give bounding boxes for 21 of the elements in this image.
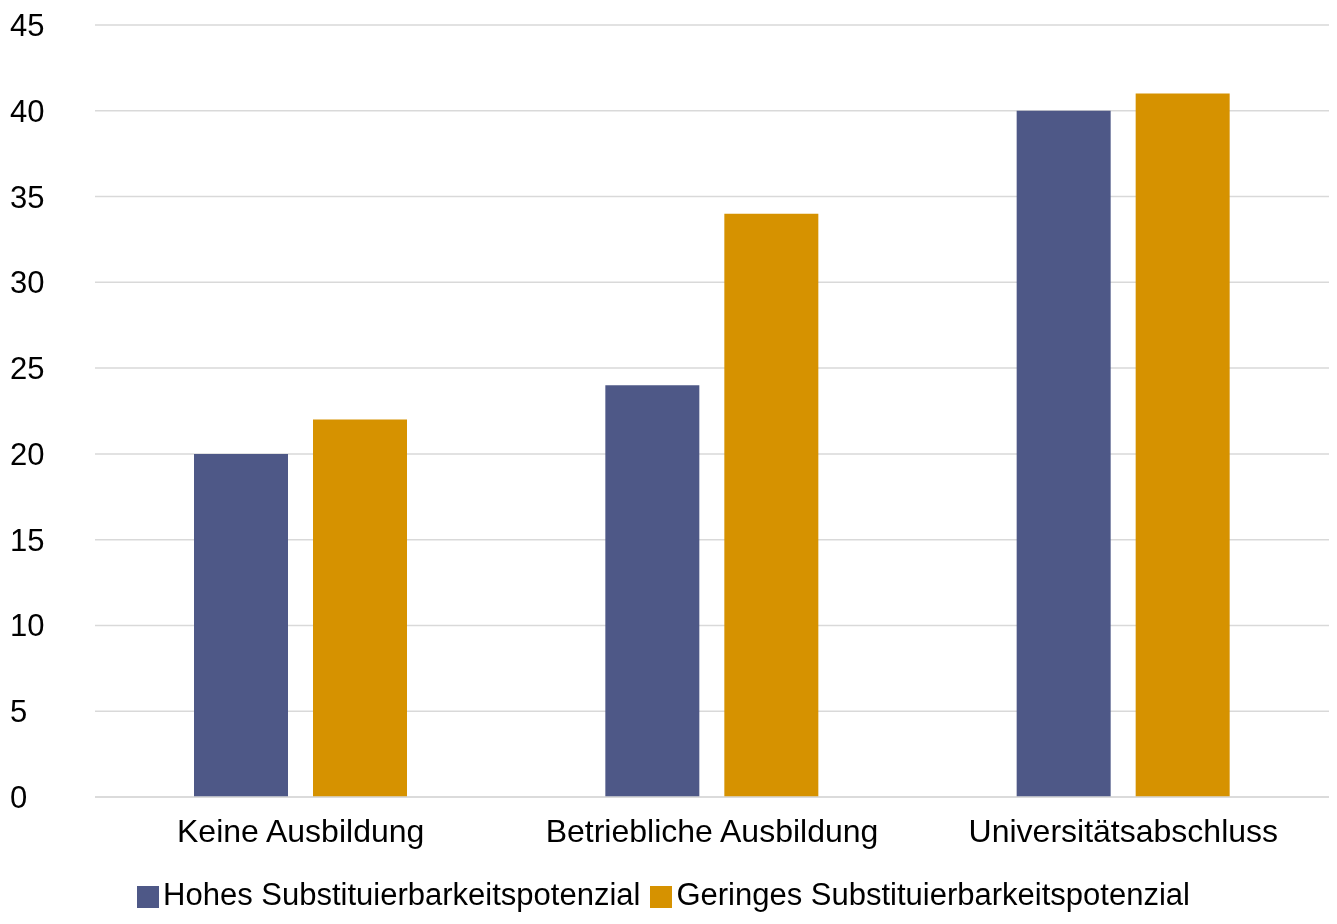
y-tick-label: 20 xyxy=(10,436,45,472)
y-tick-label: 15 xyxy=(10,522,45,558)
x-tick-label: Universitätsabschluss xyxy=(968,812,1279,849)
y-tick-label: 25 xyxy=(10,351,45,387)
legend-label: Hohes Substituierbarkeitspotenzial xyxy=(163,877,641,912)
bar xyxy=(605,385,700,797)
y-tick-label: 30 xyxy=(10,265,45,301)
bar xyxy=(1016,110,1111,797)
x-tick-label: Betriebliche Ausbildung xyxy=(545,812,879,849)
x-tick-label: Keine Ausbildung xyxy=(177,812,425,849)
bar xyxy=(724,213,819,797)
y-tick-label: 45 xyxy=(10,8,45,44)
legend-label: Geringes Substituierbarkeitspotenzial xyxy=(676,877,1190,912)
y-tick-label: 35 xyxy=(10,179,45,215)
y-tick-label: 0 xyxy=(10,780,28,816)
bar xyxy=(1135,93,1230,797)
y-tick-label: 10 xyxy=(10,608,45,644)
y-tick-label: 5 xyxy=(10,694,28,730)
bar xyxy=(313,419,407,797)
bar xyxy=(194,453,288,797)
y-tick-label: 40 xyxy=(10,93,45,129)
